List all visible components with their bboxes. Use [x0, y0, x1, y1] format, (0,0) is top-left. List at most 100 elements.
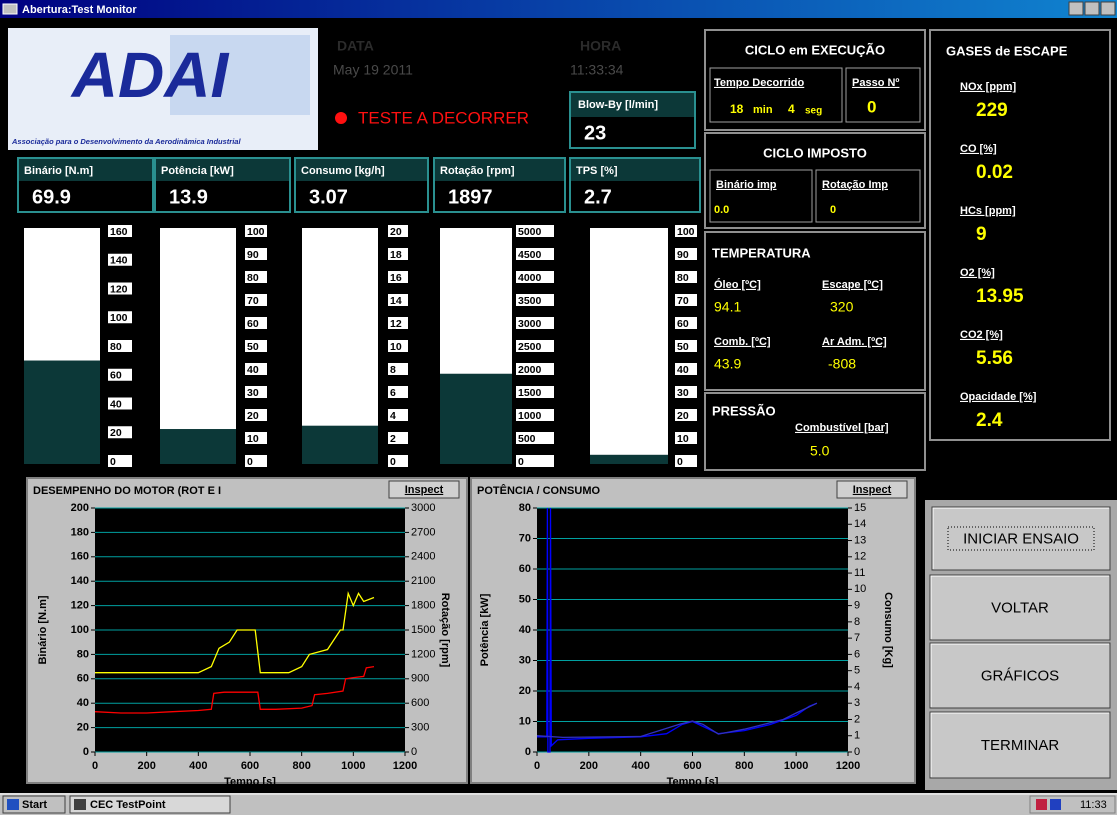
button[interactable] — [929, 574, 1111, 641]
gauge-tick-box — [388, 317, 408, 329]
label: Comb. [ºC] — [714, 336, 771, 348]
app-label[interactable]: CEC TestPoint — [90, 799, 166, 811]
button-label[interactable]: TERMINAR — [981, 737, 1060, 754]
y2-tick-label: 7 — [854, 632, 860, 644]
label: 13.95 — [976, 286, 1024, 307]
inner-box — [815, 169, 921, 223]
gauge-tick-label: 40 — [110, 398, 122, 410]
label: Binário [N.m] — [24, 165, 93, 177]
label: 0 — [830, 204, 836, 216]
y2-tick-label: 2700 — [411, 526, 435, 538]
y2-tick-label: 6 — [854, 648, 860, 660]
button-bevel — [930, 575, 1109, 639]
button[interactable] — [929, 642, 1111, 709]
y2-tick-label: 1 — [854, 730, 860, 742]
gauge-tick-box — [245, 340, 267, 352]
inspect-button[interactable] — [388, 480, 460, 499]
gauge-fill — [24, 360, 100, 464]
y-axis-label: Potência [kW] — [479, 593, 491, 666]
button-label[interactable]: GRÁFICOS — [981, 667, 1059, 684]
gauge-tick-label: 100 — [247, 226, 265, 238]
y-tick-label: 100 — [71, 624, 89, 636]
label: 0.02 — [976, 162, 1013, 183]
logo-sky — [170, 35, 310, 115]
gauge-tick-label: 80 — [110, 341, 122, 353]
label: Passo Nº — [852, 77, 899, 89]
y-tick-label: 0 — [83, 746, 89, 758]
window-control[interactable] — [1084, 1, 1100, 16]
button-label[interactable]: INICIAR ENSAIO — [963, 530, 1079, 547]
x-tick-label: 600 — [241, 760, 259, 772]
button-bevel — [930, 643, 1109, 707]
window-control[interactable] — [1068, 1, 1084, 16]
y2-tick-label: 3000 — [411, 502, 435, 514]
tray-icon — [1050, 799, 1061, 810]
gauge-tick-label: 10 — [677, 433, 689, 445]
gauge-tick-label: 60 — [110, 370, 122, 382]
inspect-label[interactable]: Inspect — [853, 484, 892, 496]
y2-tick-label: 10 — [854, 583, 866, 595]
gauge-tick-label: 1000 — [518, 410, 542, 422]
y-tick-label: 140 — [71, 575, 89, 587]
button-bevel — [930, 712, 1109, 777]
y-tick-label: 120 — [71, 600, 89, 612]
x-tick-label: 200 — [137, 760, 155, 772]
label: 5.0 — [810, 443, 830, 459]
gauge-tick-box — [388, 409, 408, 421]
y-tick-label: 50 — [519, 593, 531, 605]
button[interactable] — [929, 711, 1111, 779]
inner-box — [709, 67, 843, 123]
gauge-tick-label: 6 — [390, 387, 396, 399]
label: Ar Adm. [ºC] — [822, 336, 887, 348]
label: CO [%] — [960, 143, 997, 155]
gauge-tick-label: 30 — [247, 387, 259, 399]
gauge-tick-box — [388, 432, 408, 444]
gauge-tick-label: 80 — [677, 272, 689, 284]
inner-box — [709, 169, 813, 223]
label: min — [753, 104, 773, 116]
gauge-tick-label: 1500 — [518, 387, 542, 399]
chart-title: DESEMPENHO DO MOTOR (ROT E I — [33, 485, 221, 497]
start-icon — [7, 799, 19, 810]
y2-tick-label: 4 — [854, 681, 860, 693]
button-bevel — [932, 507, 1109, 569]
window-control[interactable] — [1100, 1, 1116, 16]
gauge-tick-box — [245, 248, 267, 260]
gauge-tick-label: 140 — [110, 255, 128, 267]
gauge-tick-box — [675, 363, 697, 375]
x-tick-label: 1000 — [341, 760, 365, 772]
y-tick-label: 200 — [71, 502, 89, 514]
y-tick-label: 160 — [71, 551, 89, 563]
app-button[interactable] — [69, 795, 231, 814]
y2-tick-label: 300 — [411, 722, 429, 734]
y2-tick-label: 8 — [854, 616, 860, 628]
title-bar — [0, 0, 1117, 18]
inspect-button[interactable] — [836, 480, 908, 499]
gauge-tick-box — [245, 317, 267, 329]
label: 2.4 — [976, 410, 1003, 431]
start-label[interactable]: Start — [22, 799, 47, 811]
label: 1897 — [448, 186, 493, 208]
y-tick-label: 40 — [519, 624, 531, 636]
gauge-tick-label: 0 — [247, 456, 253, 468]
label: Rotação [rpm] — [440, 165, 515, 177]
gauge-tick-label: 60 — [247, 318, 259, 330]
y-axis-label: Binário [N.m] — [37, 595, 49, 664]
x-tick-label: 600 — [683, 760, 701, 772]
label: Rotação Imp — [822, 179, 888, 191]
y2-tick-label: 2 — [854, 713, 860, 725]
gauge-tick-box — [388, 271, 408, 283]
button[interactable] — [931, 506, 1111, 571]
button-label[interactable]: VOLTAR — [991, 599, 1049, 616]
y2-tick-label: 0 — [854, 746, 860, 758]
inspect-label[interactable]: Inspect — [405, 484, 444, 496]
x-tick-label: 0 — [534, 760, 540, 772]
y2-tick-label: 9 — [854, 600, 860, 612]
gauge-tick-box — [516, 455, 554, 467]
y2-tick-label: 2100 — [411, 575, 435, 587]
x-axis-label: Tempo [s] — [224, 776, 276, 788]
x-tick-label: 400 — [631, 760, 649, 772]
gauge-tick-label: 40 — [677, 364, 689, 376]
gauge-tick-label: 70 — [677, 295, 689, 307]
